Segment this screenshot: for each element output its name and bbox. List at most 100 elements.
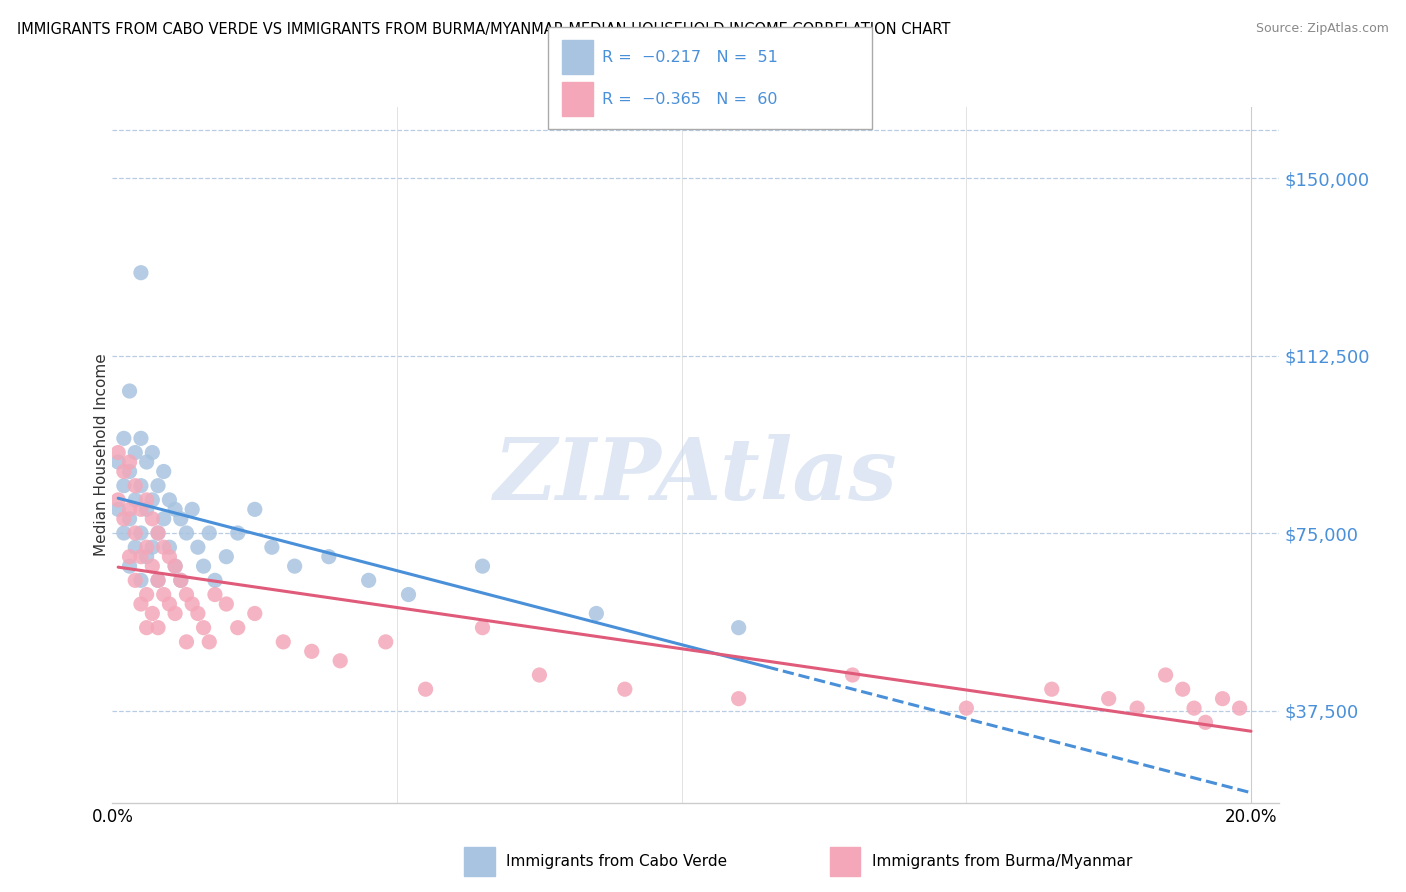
Point <box>318 549 340 564</box>
Point <box>152 512 174 526</box>
Point <box>187 607 209 621</box>
Point <box>118 455 141 469</box>
Point <box>146 621 169 635</box>
Point <box>165 559 187 574</box>
Point <box>129 526 152 541</box>
Point <box>118 384 141 398</box>
Point <box>1154 668 1177 682</box>
Point <box>146 526 169 541</box>
Point <box>118 559 141 574</box>
Point <box>1171 682 1194 697</box>
Point <box>193 621 215 635</box>
Point <box>146 574 169 588</box>
Point <box>141 540 163 554</box>
Point <box>157 597 180 611</box>
Point <box>1126 701 1149 715</box>
Point <box>226 526 249 541</box>
Point <box>301 644 323 658</box>
Point <box>215 549 238 564</box>
Point <box>585 607 607 621</box>
Point <box>129 478 152 492</box>
Point <box>118 502 141 516</box>
Point <box>124 492 146 507</box>
Point <box>226 621 249 635</box>
Point <box>129 574 152 588</box>
Point <box>146 526 169 541</box>
Point <box>135 540 157 554</box>
Point <box>613 682 636 697</box>
Point <box>1212 691 1234 706</box>
Point <box>146 478 169 492</box>
Point <box>243 502 266 516</box>
Point <box>112 526 135 541</box>
Point <box>124 478 146 492</box>
Point <box>107 502 129 516</box>
Point <box>374 635 396 649</box>
Point <box>841 668 863 682</box>
Point <box>955 701 977 715</box>
Point <box>198 635 221 649</box>
Point <box>157 540 180 554</box>
Point <box>129 431 152 445</box>
Point <box>357 574 380 588</box>
Point <box>157 549 180 564</box>
Point <box>165 502 187 516</box>
Point <box>1194 715 1216 730</box>
Point <box>112 465 135 479</box>
Y-axis label: Median Household Income: Median Household Income <box>94 353 108 557</box>
Point <box>398 588 420 602</box>
Point <box>727 691 749 706</box>
Point <box>141 492 163 507</box>
Point <box>170 574 193 588</box>
Point <box>112 478 135 492</box>
Point <box>1182 701 1205 715</box>
Point <box>284 559 307 574</box>
Point <box>141 607 163 621</box>
Point <box>415 682 437 697</box>
Point <box>107 492 129 507</box>
Point <box>529 668 551 682</box>
Point <box>124 574 146 588</box>
Point <box>170 512 193 526</box>
Point <box>181 597 204 611</box>
Point <box>118 549 141 564</box>
Point <box>1098 691 1121 706</box>
Point <box>152 588 174 602</box>
Point <box>129 597 152 611</box>
Point <box>129 549 152 564</box>
Point <box>118 512 141 526</box>
Point <box>129 502 152 516</box>
Point <box>135 492 157 507</box>
Point <box>107 455 129 469</box>
Point <box>112 431 135 445</box>
Point <box>135 549 157 564</box>
Point <box>107 445 129 459</box>
Text: Immigrants from Burma/Myanmar: Immigrants from Burma/Myanmar <box>872 855 1132 869</box>
Text: ZIPAtlas: ZIPAtlas <box>494 434 898 517</box>
Point <box>152 465 174 479</box>
Point <box>193 559 215 574</box>
Point <box>141 445 163 459</box>
Point <box>198 526 221 541</box>
Point <box>141 559 163 574</box>
Point <box>118 465 141 479</box>
Point <box>471 621 494 635</box>
Point <box>170 574 193 588</box>
Point <box>146 574 169 588</box>
Point <box>112 512 135 526</box>
Point <box>165 559 187 574</box>
Point <box>204 588 226 602</box>
Point <box>260 540 283 554</box>
Point <box>176 635 198 649</box>
Text: IMMIGRANTS FROM CABO VERDE VS IMMIGRANTS FROM BURMA/MYANMAR MEDIAN HOUSEHOLD INC: IMMIGRANTS FROM CABO VERDE VS IMMIGRANTS… <box>17 22 950 37</box>
Point <box>181 502 204 516</box>
Point <box>124 445 146 459</box>
Point <box>124 526 146 541</box>
Point <box>124 540 146 554</box>
Point <box>243 607 266 621</box>
Point <box>157 492 180 507</box>
Point <box>215 597 238 611</box>
Point <box>204 574 226 588</box>
Point <box>1040 682 1063 697</box>
Point <box>176 526 198 541</box>
